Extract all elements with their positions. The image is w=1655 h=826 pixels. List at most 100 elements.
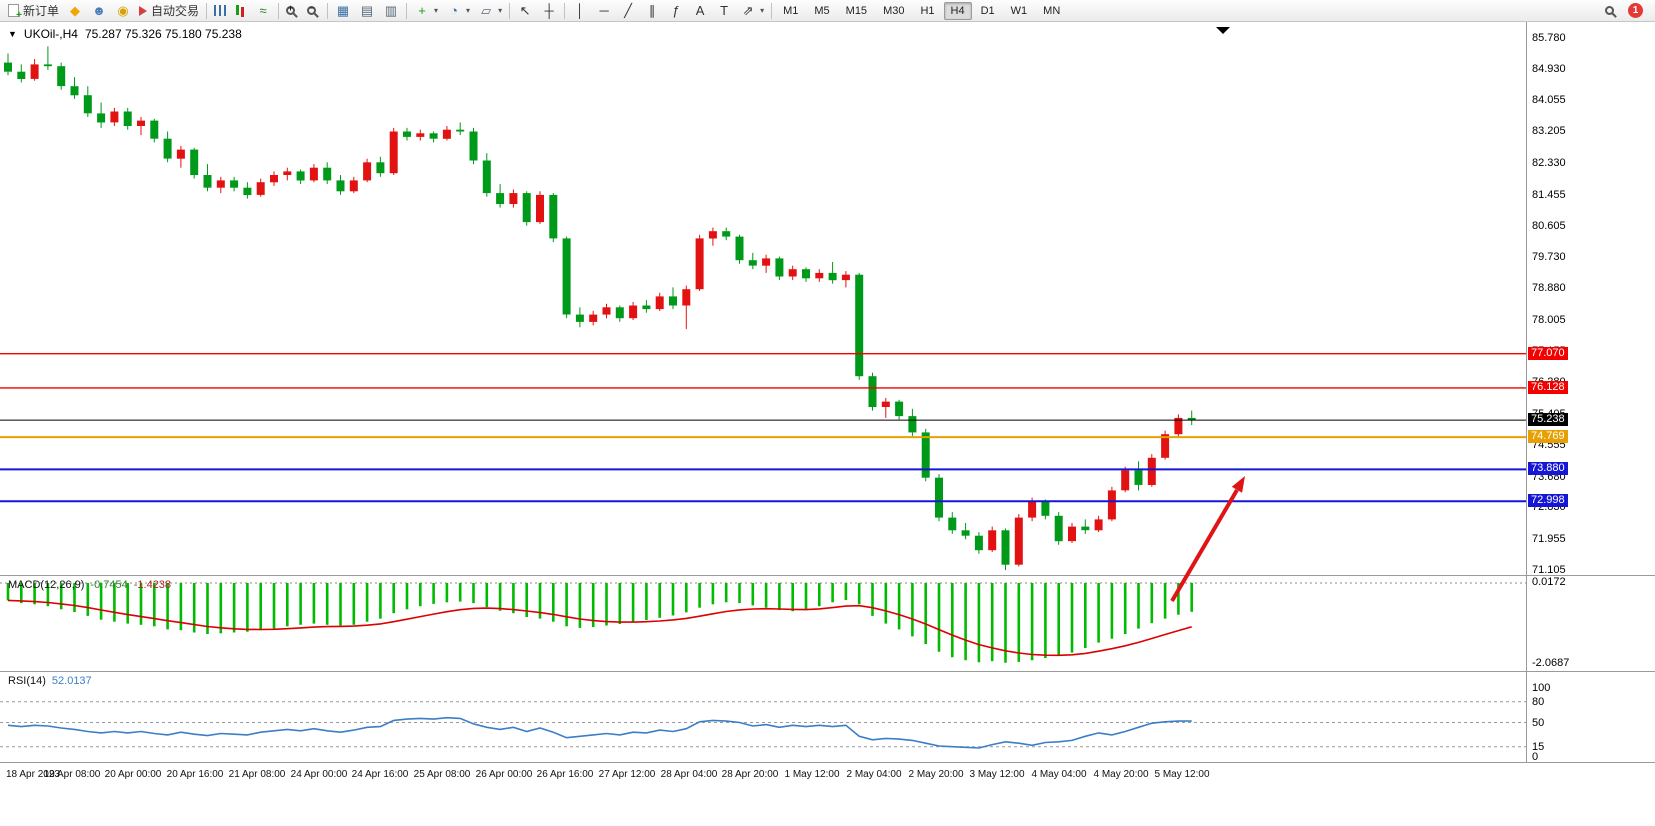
- timeframe-m15-button[interactable]: M15: [845, 4, 868, 17]
- time-label: 5 May 12:00: [1154, 769, 1210, 780]
- timeframe-d1-button[interactable]: D1: [980, 4, 995, 17]
- timeframe-h1-button[interactable]: H1: [920, 4, 935, 17]
- candle-body: [788, 269, 797, 277]
- candle-body: [1187, 417, 1196, 421]
- line-chart-button[interactable]: ≈: [251, 1, 275, 21]
- candle-body: [1134, 470, 1143, 485]
- time-label: 28 Apr 04:00: [660, 769, 718, 780]
- time-axis[interactable]: 18 Apr 2023 19 Apr 08:00 20 Apr 00:00 20 Ap…: [0, 762, 1655, 786]
- rsi-panel[interactable]: [0, 672, 1526, 762]
- metaquotes-button[interactable]: ◆: [63, 1, 87, 21]
- candle-body: [363, 162, 372, 181]
- toolbar-separator: [771, 2, 773, 19]
- zoom-out-icon-sign: −: [308, 3, 315, 13]
- community-button[interactable]: ◉: [111, 1, 135, 21]
- vertical-line-button[interactable]: │: [568, 1, 592, 21]
- candle-body: [83, 95, 92, 114]
- rsi-axis-label: 80: [1532, 696, 1545, 708]
- candle-body: [549, 194, 558, 239]
- bar-chart-icon: [214, 5, 227, 16]
- candle-body: [203, 175, 212, 188]
- macd-signal-line: [7, 599, 1192, 657]
- timeframe-m5-button[interactable]: M5: [814, 4, 830, 17]
- zoom-in-button[interactable]: +: [282, 1, 303, 21]
- notification-badge[interactable]: 1: [1628, 3, 1643, 18]
- candle-body: [562, 238, 571, 315]
- candle-body: [403, 131, 411, 137]
- period-select-button[interactable]: ◔ ▾: [442, 1, 474, 21]
- crosshair-button[interactable]: ┼: [537, 1, 561, 21]
- candle-body: [70, 86, 79, 96]
- one-click-trading-collapse-icon[interactable]: ▼: [8, 29, 17, 39]
- horizontal-line-button[interactable]: ─: [592, 1, 616, 21]
- time-label: 24 Apr 00:00: [290, 769, 348, 780]
- candle-body: [416, 133, 425, 137]
- profile-icon: ☻: [92, 2, 106, 18]
- main-price-chart[interactable]: [0, 22, 1526, 576]
- candle-body: [230, 180, 239, 188]
- candle-body: [270, 175, 278, 183]
- candle-body: [988, 530, 997, 551]
- autotrade-button[interactable]: 自动交易: [135, 1, 203, 21]
- candle-body: [1174, 417, 1183, 435]
- candle-body: [615, 307, 624, 319]
- candle-body: [841, 274, 850, 281]
- rsi-axis-label: 15: [1532, 741, 1545, 753]
- candle-body: [1068, 526, 1076, 542]
- candle-body: [176, 149, 185, 159]
- time-label: 18 Apr 2023: [6, 769, 60, 780]
- candle-body: [855, 274, 864, 377]
- template-button[interactable]: ▱ ▾: [474, 1, 506, 21]
- bar-chart-button[interactable]: [210, 1, 230, 21]
- support-line-2-price-label: 72.998: [1528, 494, 1568, 507]
- template-icon: ▱: [481, 2, 492, 18]
- add-indicator-button[interactable]: + ▾: [410, 1, 442, 21]
- candle-body: [655, 296, 664, 310]
- cursor-button[interactable]: ↖: [513, 1, 537, 21]
- auto-arrange-button[interactable]: ▤: [355, 1, 379, 21]
- time-label: 24 Apr 16:00: [351, 769, 409, 780]
- toolbar-separator: [564, 2, 566, 19]
- trendline-button[interactable]: ╱: [616, 1, 640, 21]
- fibonacci-button[interactable]: ƒ: [664, 1, 688, 21]
- tile-windows-icon: ▦: [336, 2, 350, 18]
- arrows-button[interactable]: ⇗ ▾: [736, 1, 768, 21]
- toolbar-separator: [278, 2, 280, 19]
- candle-body: [642, 305, 651, 310]
- dropdown-caret-icon: ▾: [434, 6, 439, 15]
- candle-body: [216, 180, 225, 188]
- zoom-in-icon-sign: +: [287, 3, 294, 13]
- timeframe-w1-button[interactable]: W1: [1010, 4, 1028, 17]
- macd-indicator-label: MACD(12,26,9) -0.7454 -1.4238: [8, 579, 171, 591]
- candlestick-icon: [234, 4, 247, 17]
- rsi-axis-label: 100: [1532, 682, 1551, 694]
- price-tick: 78.005: [1532, 314, 1566, 326]
- zoom-out-button[interactable]: −: [303, 1, 324, 21]
- text-button[interactable]: A: [688, 1, 712, 21]
- panel-separator[interactable]: [0, 575, 1655, 576]
- candle-body: [1001, 530, 1010, 565]
- community-icon: ◉: [117, 2, 129, 18]
- price-axis[interactable]: 85.780 84.930 84.055 83.205 82.330 81.455 80.6…: [1526, 22, 1655, 763]
- panel-separator[interactable]: [0, 671, 1655, 672]
- timeframe-mn-button[interactable]: MN: [1043, 4, 1061, 17]
- channel-button[interactable]: ∥: [640, 1, 664, 21]
- profile-button[interactable]: ☻: [87, 1, 111, 21]
- candle-body: [150, 120, 159, 139]
- candle-body: [256, 182, 265, 195]
- timeframe-h4-button[interactable]: H4: [943, 1, 972, 20]
- tile-windows-button[interactable]: ▦: [331, 1, 355, 21]
- search-icon[interactable]: [1605, 6, 1614, 15]
- candle-body: [1028, 501, 1037, 518]
- macd-panel[interactable]: [0, 576, 1526, 672]
- fibonacci-icon: ƒ: [672, 2, 680, 18]
- price-tick: 80.605: [1532, 220, 1566, 232]
- candle-body: [868, 376, 877, 407]
- candlestick-chart-button[interactable]: [230, 1, 251, 21]
- candle-body: [1041, 501, 1050, 516]
- text-label-button[interactable]: T: [712, 1, 736, 21]
- chart-shift-button[interactable]: ▥: [379, 1, 403, 21]
- timeframe-m1-button[interactable]: M1: [783, 4, 799, 17]
- new-order-button[interactable]: 新订单: [4, 1, 63, 21]
- timeframe-m30-button[interactable]: M30: [883, 4, 905, 17]
